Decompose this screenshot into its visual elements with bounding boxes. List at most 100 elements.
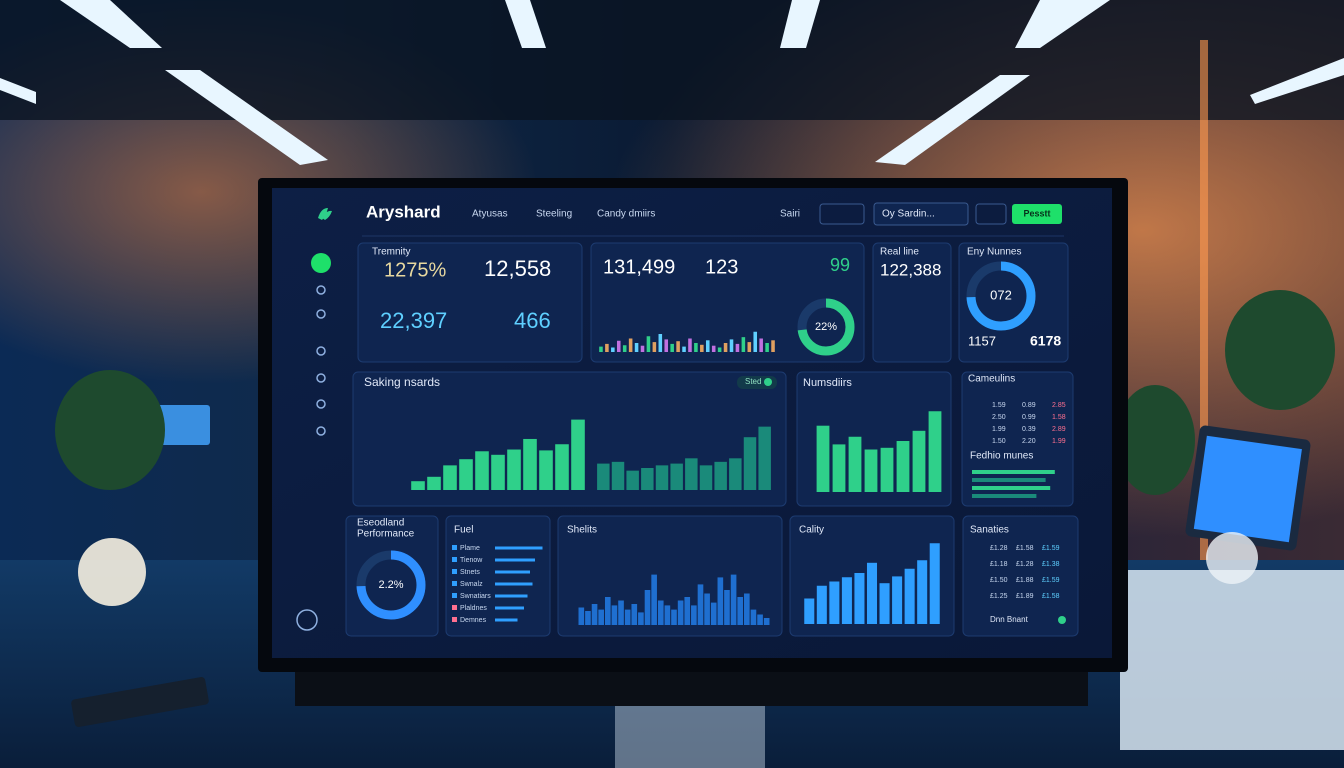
bar [523,438,537,490]
bar [655,465,669,490]
bar [737,597,744,625]
bar [611,347,615,352]
bar [591,604,598,625]
table-cell: £1.59 [1042,577,1060,584]
list-item: Demnes [460,617,487,624]
list-item: Plaldnes [460,605,487,612]
bar [757,614,763,625]
kpi-value: 99 [830,255,850,275]
bar [411,481,425,490]
bar [729,458,742,490]
list-item: Stnets [460,569,480,576]
bar [652,342,657,352]
stand [615,700,765,768]
bar [495,558,535,562]
nav-item: Atyusas [472,209,508,220]
bar [705,340,710,352]
table-cell: 1.50 [992,438,1006,445]
bar [658,334,663,352]
bar [896,441,910,492]
table-cell: 1.58 [1052,414,1066,421]
bar [730,574,737,625]
bar [539,450,553,490]
bar [765,343,769,352]
bar [651,574,657,625]
panel-title: Cality [799,525,824,536]
panel-title: Shelits [567,525,597,536]
bar [972,486,1051,490]
panel-title: Tremnity [372,247,411,258]
bar [804,598,815,624]
table-cell: 2.20 [1022,438,1036,445]
user-menu: Sairi [780,209,800,220]
bar [829,581,840,624]
bar [664,605,671,625]
bar [459,459,473,490]
bar [427,476,441,490]
bar [691,605,697,625]
bar [555,444,569,490]
kpi-value: 122,388 [880,260,941,279]
bar [638,612,644,625]
phone [71,677,209,727]
ceiling-lights [0,0,1344,165]
bar [676,341,680,352]
kpi-value: 12,558 [484,256,551,281]
bar [816,425,830,492]
bar [495,606,524,610]
panel-title: Fedhio munes [970,451,1033,462]
toggle-knob [764,378,772,386]
table-cell: £1.88 [1016,577,1034,584]
bar [628,338,633,352]
legend-swatch [452,605,457,610]
bar [495,582,533,586]
legend-swatch [452,545,457,550]
donut-label: 22% [815,321,837,333]
legend-swatch [452,581,457,586]
bar [626,470,639,490]
icon-button[interactable] [819,203,865,225]
bar [684,597,691,625]
list-item: Swnalz [460,581,483,588]
bar [759,338,763,352]
primary-button[interactable] [1012,204,1062,224]
footer-label: Dnn Bnant [990,615,1029,624]
wall-light [1200,40,1208,560]
panel-title: Saking nsards [364,375,440,389]
kpi-value: 131,499 [603,256,675,278]
search-box[interactable] [873,202,969,226]
table-cell: 2.85 [1052,402,1066,409]
icon-button[interactable] [975,203,1007,225]
table-cell: 1.99 [992,426,1006,433]
bar [880,447,894,492]
bar [854,573,865,624]
bar [892,576,903,624]
bar [578,607,585,625]
kpi-value: 1275% [384,259,446,281]
bar [495,546,543,550]
bar [611,461,625,490]
bar [697,584,704,625]
bar [747,342,752,352]
bar [758,426,771,490]
bar [677,600,684,625]
table-cell: 0.39 [1022,426,1036,433]
bar [495,618,518,622]
bar [507,449,521,490]
bar [717,577,724,625]
bar [741,337,746,352]
bar [711,345,716,352]
bar [972,478,1046,482]
bar [622,345,627,352]
sidebar-active[interactable] [311,253,331,273]
desk [1120,570,1344,750]
logo [318,208,332,220]
bar [585,611,591,625]
bar [599,346,603,352]
bar [929,543,940,624]
bar [750,609,757,625]
bar [604,597,611,625]
bar [631,604,638,625]
table-cell: 2.50 [992,414,1006,421]
search-text: Oy Sardin... [882,209,935,220]
